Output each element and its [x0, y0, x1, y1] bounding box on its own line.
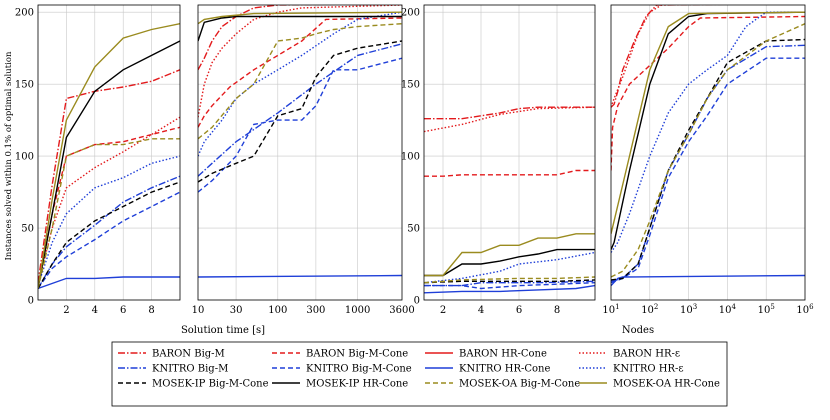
x-tick-label: 4	[92, 305, 98, 316]
x-tick-label: 105	[758, 303, 775, 316]
series-line-5-time-lin	[38, 191, 180, 289]
series-line-9-time-log	[198, 15, 402, 42]
series-line-11-nodes-lin	[424, 233, 595, 277]
y-tick-label: 200	[15, 8, 34, 19]
x-tick-label: 8	[148, 305, 154, 316]
series-line-8-time-lin	[38, 181, 180, 289]
x-axis-title-nodes: Nodes	[622, 325, 654, 336]
series-line-0-nodes-log	[611, 5, 731, 108]
series-line-1-time-log	[198, 17, 402, 128]
panel-frame-time-lin	[37, 4, 181, 301]
y-tick-label: 50	[407, 224, 420, 235]
x-tick-label: 3600	[389, 305, 414, 316]
series-line-7-time-log	[198, 11, 402, 157]
y-tick-label: 0	[28, 296, 34, 307]
series-line-9-time-lin	[38, 40, 180, 289]
x-tick-label: 101	[602, 303, 619, 316]
legend-label: KNITRO Big-M-Cone	[306, 364, 412, 375]
series-line-6-nodes-log	[611, 274, 805, 287]
axis-labels: 2 4 6 8 10 30 100 300 1000 3600 2 4 6 8 101 102 103 104 10…	[15, 8, 814, 316]
legend-label: MOSEK-OA Big-M-Cone	[459, 379, 580, 390]
legend-label: BARON Big-M	[152, 349, 225, 360]
series-line-6-nodes-lin	[424, 284, 595, 294]
x-axis-title-time: Solution time [s]	[181, 325, 265, 336]
series-line-8-time-log	[198, 40, 402, 183]
y-axis-title: Instances solved within 0.1% of optimal …	[4, 51, 14, 260]
series-line-6-time-log	[198, 274, 402, 278]
y-tick-label: 200	[401, 8, 420, 19]
x-tick-label: 10	[192, 305, 205, 316]
legend-label: MOSEK-IP Big-M-Cone	[152, 379, 269, 390]
series-line-8-nodes-log	[611, 38, 805, 281]
legend: BARON Big-M BARON Big-M-Cone BARON HR-Cone…	[111, 341, 728, 407]
series-line-9-nodes-lin	[424, 248, 595, 277]
x-tick-label: 2	[440, 305, 446, 316]
series-line-3-nodes-log	[611, 5, 697, 108]
series-line-1-nodes-lin	[424, 169, 595, 177]
series-line-10-time-log	[198, 23, 402, 140]
x-tick-label: 4	[478, 305, 484, 316]
series-line-11-time-log	[198, 11, 402, 25]
series-line-0-time-log	[198, 5, 340, 71]
series-line-0-nodes-lin	[424, 106, 595, 120]
series-line-9-nodes-log	[611, 11, 805, 250]
x-tick-label: 2	[63, 305, 69, 316]
series-line-10-nodes-log	[611, 23, 805, 278]
series-line-7-nodes-lin	[424, 251, 595, 284]
legend-box	[111, 341, 728, 407]
x-tick-label: 1000	[345, 305, 370, 316]
plot-series	[38, 5, 805, 294]
x-tick-label: 6	[120, 305, 126, 316]
series-line-10-nodes-lin	[424, 276, 595, 284]
series-line-3-nodes-lin	[424, 106, 595, 133]
x-tick-label: 100	[268, 305, 287, 316]
x-tick-label: 104	[719, 303, 737, 316]
plot-frames	[37, 4, 806, 301]
series-line-7-nodes-log	[611, 11, 805, 253]
legend-label: KNITRO Big-M	[152, 364, 228, 375]
x-tick-label: 102	[641, 303, 658, 316]
series-line-7-time-lin	[38, 155, 180, 286]
x-tick-label: 106	[796, 303, 814, 316]
legend-label: MOSEK-IP HR-Cone	[306, 379, 408, 390]
legend-label: BARON Big-M-Cone	[306, 349, 408, 360]
series-line-3-time-lin	[38, 116, 180, 286]
series-line-8-nodes-lin	[424, 279, 595, 284]
series-line-5-nodes-log	[611, 57, 805, 284]
series-line-5-nodes-lin	[424, 282, 595, 290]
series-line-5-time-log	[198, 57, 402, 193]
legend-label: MOSEK-OA HR-Cone	[613, 379, 720, 390]
legend-label: BARON HR-Cone	[459, 349, 547, 360]
plot-panels	[38, 5, 805, 301]
legend-label: KNITRO HR-Cone	[459, 364, 550, 375]
y-tick-label: 0	[414, 296, 420, 307]
panel-frame-time-log	[197, 4, 403, 301]
y-tick-label: 150	[15, 80, 34, 91]
y-tick-label: 100	[15, 152, 34, 163]
series-line-1-nodes-log	[611, 15, 805, 171]
series-line-11-nodes-log	[611, 11, 805, 234]
series-line-4-time-log	[198, 43, 402, 177]
x-tick-label: 300	[306, 305, 325, 316]
series-line-11-time-lin	[38, 23, 180, 289]
y-tick-label: 50	[21, 224, 34, 235]
panel-frame-nodes-log	[610, 4, 806, 301]
y-tick-label: 150	[401, 80, 420, 91]
series-line-3-time-log	[198, 5, 402, 118]
x-tick-label: 6	[516, 305, 522, 316]
series-line-6-time-lin	[38, 276, 180, 290]
legend-label: KNITRO HR-ε	[613, 364, 684, 375]
x-tick-label: 103	[680, 303, 697, 316]
legend-label: BARON HR-ε	[613, 349, 680, 360]
x-tick-label: 30	[230, 305, 243, 316]
y-tick-label: 100	[401, 152, 420, 163]
x-tick-label: 8	[554, 305, 560, 316]
panel-frame-nodes-lin	[423, 4, 596, 301]
